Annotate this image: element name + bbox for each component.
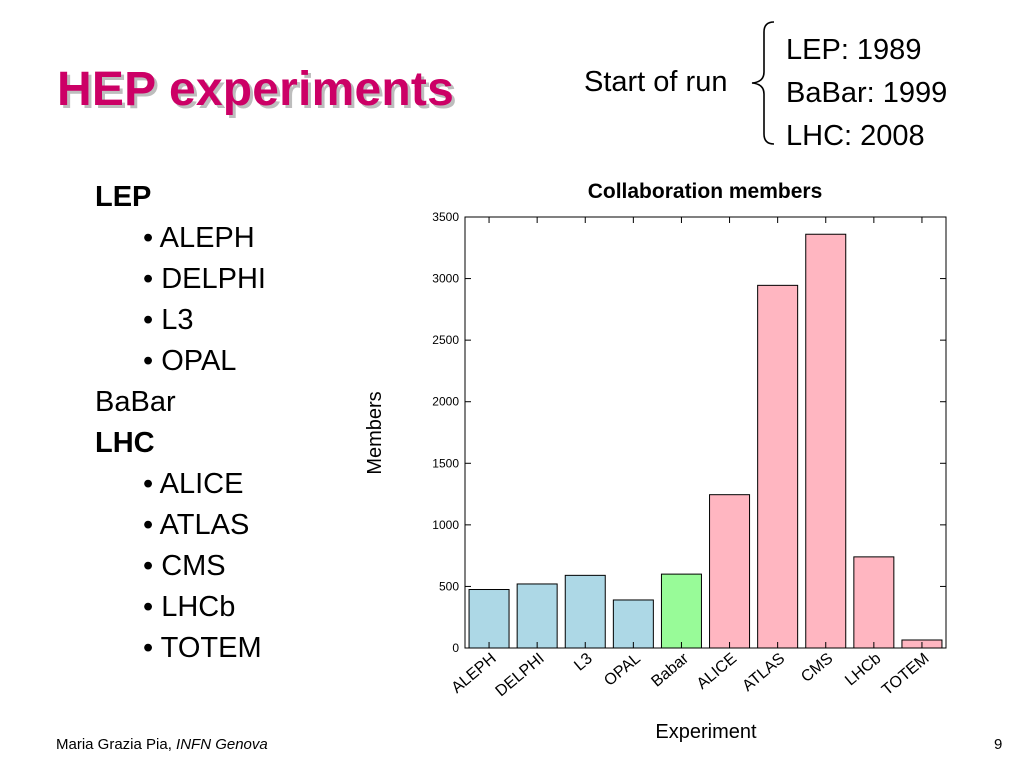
bar-opal [612, 599, 654, 649]
run-entry-lep: LEP: 1989 [786, 34, 922, 66]
y-tick-label-2000: 2000 [432, 395, 459, 409]
bar-delphi [516, 583, 558, 649]
chart-title: Collaboration members [588, 180, 823, 203]
bar-babar [660, 573, 702, 649]
x-tick-label-alice: ALICE [694, 650, 740, 693]
y-tick-label-1000: 1000 [432, 518, 459, 532]
y-tick-label-3000: 3000 [432, 272, 459, 286]
author-affiliation: INFN Genova [176, 736, 268, 753]
list-item-lhcb: • LHCb [143, 591, 236, 623]
y-tick-label-1500: 1500 [432, 456, 459, 470]
x-tick-label-opal: OPAL [601, 650, 644, 690]
y-tick-label-3500: 3500 [432, 210, 459, 224]
bar-cms [805, 233, 847, 649]
x-tick-label-cms: CMS [798, 650, 836, 686]
x-axis-label: Experiment [655, 721, 757, 743]
run-entry-lhc: LHC: 2008 [786, 120, 925, 152]
author-name: Maria Grazia Pia, [56, 736, 172, 753]
bar-lhcb [853, 556, 895, 649]
group-babar: BaBar [95, 386, 176, 418]
y-tick-label-0: 0 [452, 641, 459, 655]
list-item-opal: • OPAL [143, 345, 237, 377]
group-lhc: LHC [95, 427, 155, 459]
list-item-delphi: • DELPHI [143, 263, 266, 295]
collaboration-chart: Collaboration members Members Experiment… [364, 180, 947, 743]
y-tick-label-2500: 2500 [432, 333, 459, 347]
x-tick-label-babar: Babar [648, 650, 692, 691]
x-tick-label-aleph: ALEPH [449, 650, 500, 697]
x-tick-label-atlas: ATLAS [739, 650, 788, 695]
experiment-list: LEP • ALEPH • DELPHI • L3 • OPAL BaBar L… [95, 177, 266, 669]
plot-frame [464, 216, 947, 649]
start-of-run-list: LEP: 1989 BaBar: 1999 LHC: 2008 [786, 29, 947, 158]
list-item-l3: • L3 [143, 304, 194, 336]
list-item-aleph: • ALEPH [143, 222, 255, 254]
list-item-alice: • ALICE [143, 468, 244, 500]
list-item-totem: • TOTEM [143, 632, 262, 664]
y-axis-label: Members [364, 391, 386, 474]
footer-author: Maria Grazia Pia, INFN Genova [56, 736, 268, 753]
bar-aleph [468, 589, 510, 649]
group-lep: LEP [95, 181, 152, 213]
brace-icon [751, 21, 775, 145]
bar-alice [709, 494, 751, 649]
page-number: 9 [994, 736, 1003, 753]
bar-l3 [564, 574, 606, 649]
run-entry-babar: BaBar: 1999 [786, 77, 948, 109]
x-tick-label-totem: TOTEM [879, 650, 933, 699]
x-tick-label-delphi: DELPHI [493, 650, 548, 700]
list-item-atlas: • ATLAS [143, 509, 250, 541]
x-tick-label-l3: L3 [571, 650, 596, 675]
y-tick-label-500: 500 [439, 579, 459, 593]
x-tick-label-lhcb: LHCb [842, 650, 884, 689]
list-item-cms: • CMS [143, 550, 226, 582]
bar-atlas [757, 284, 799, 649]
start-of-run-label: Start of run [584, 66, 728, 98]
slide-title: HEP experiments [57, 63, 454, 116]
